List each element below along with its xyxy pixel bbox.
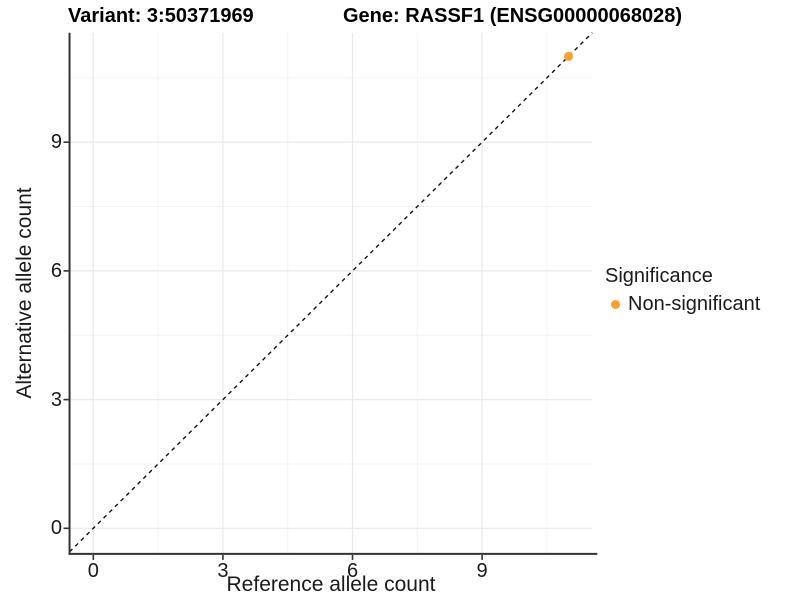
y-tick-label: 3	[50, 388, 62, 411]
data-point	[564, 51, 573, 61]
x-axis-title: Reference allele count	[226, 573, 436, 596]
variant-title: Variant: 3:50371969	[68, 5, 254, 27]
legend-entry-label: Non-significant	[628, 293, 761, 315]
gene-title: Gene: RASSF1 (ENSG00000068028)	[343, 5, 683, 27]
y-tick-label: 0	[50, 517, 62, 540]
y-tick-label: 6	[50, 259, 62, 282]
x-tick-label: 3	[217, 560, 229, 582]
legend-title: Significance	[605, 265, 713, 287]
legend-key-dot-icon	[611, 300, 620, 309]
legend: Significance Non-significant	[605, 265, 760, 316]
x-tick-label: 9	[476, 560, 488, 582]
legend-entry: Non-significant	[605, 293, 760, 316]
legend-entries: Non-significant	[605, 293, 760, 316]
x-tick-label: 6	[346, 560, 359, 582]
x-tick-label: 0	[87, 560, 99, 582]
identity-dashed-line	[69, 32, 593, 553]
y-tick-label: 9	[50, 131, 62, 154]
